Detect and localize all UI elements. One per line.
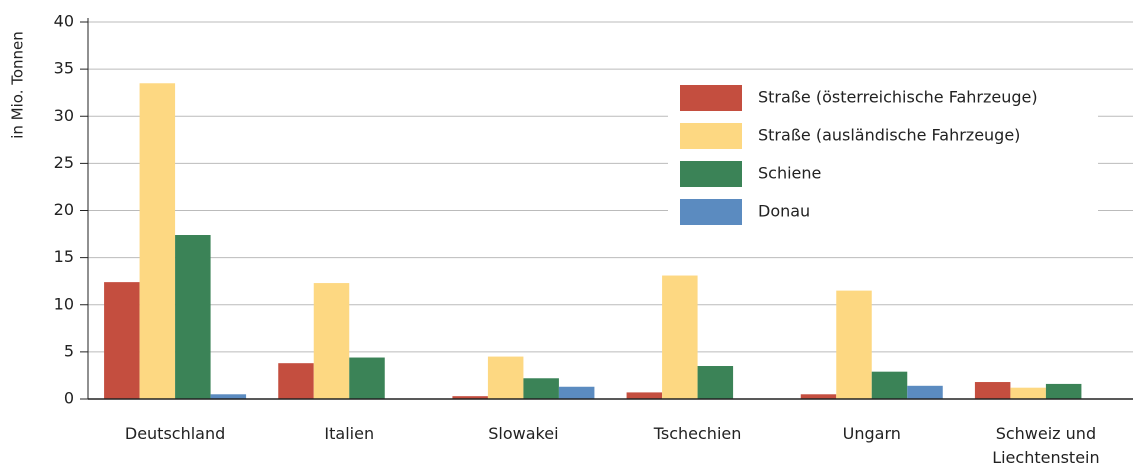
y-tick-label: 40 [54, 12, 74, 31]
bar [662, 275, 698, 399]
bar [210, 394, 247, 399]
bar [139, 83, 176, 399]
y-tick-label: 5 [64, 341, 74, 360]
bar [1010, 387, 1046, 399]
bar [487, 356, 524, 399]
x-tick-label: Ungarn [842, 424, 901, 443]
bar [278, 363, 314, 399]
bar [104, 282, 140, 399]
x-tick-label: Schweiz und Liechtenstein [992, 424, 1100, 467]
bar [974, 382, 1011, 399]
y-tick-label: 30 [54, 106, 74, 125]
legend-label: Schiene [758, 164, 821, 183]
y-tick-label: 15 [54, 247, 74, 266]
y-tick-label: 35 [54, 59, 74, 78]
legend-swatch [680, 85, 742, 111]
bar [800, 394, 837, 399]
x-tick-label: Tschechien [653, 424, 742, 443]
bar [313, 283, 350, 399]
bar [836, 290, 872, 399]
legend-label: Straße (österreichische Fahrzeuge) [758, 88, 1038, 107]
legend-swatch [680, 123, 742, 149]
y-tick-label: 25 [54, 153, 74, 172]
bar [907, 385, 943, 399]
bar [349, 357, 385, 399]
bar [697, 366, 734, 399]
x-tick-label: Slowakei [488, 424, 559, 443]
bar [626, 392, 663, 399]
x-tick-label: Italien [324, 424, 375, 443]
y-axis-label: in Mio. Tonnen [9, 31, 27, 139]
bar [1045, 383, 1082, 399]
legend-label: Straße (ausländische Fahrzeuge) [758, 126, 1020, 145]
y-tick-label: 20 [54, 200, 74, 219]
y-tick-label: 0 [64, 389, 74, 408]
bar [871, 371, 908, 399]
bar [523, 378, 559, 399]
legend-swatch [680, 199, 742, 225]
legend-swatch [680, 161, 742, 187]
legend-label: Donau [758, 202, 810, 221]
y-tick-label: 10 [54, 294, 74, 313]
bar [175, 235, 211, 399]
x-tick-label: Deutschland [124, 424, 226, 443]
bar [558, 386, 595, 399]
bar [452, 396, 488, 399]
